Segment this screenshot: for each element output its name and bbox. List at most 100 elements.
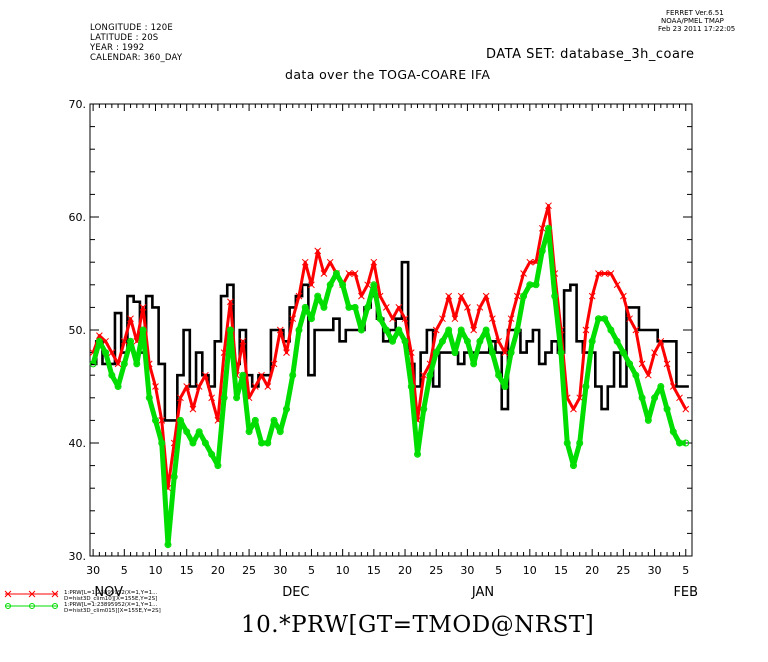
series-red-point [395, 304, 403, 311]
x-tick-label: 30 [86, 564, 100, 577]
series-green-point [152, 416, 160, 424]
series-red-point [289, 315, 297, 323]
series-red-point [276, 326, 284, 334]
series-green-point [189, 439, 197, 447]
series-green-point [295, 326, 303, 334]
legend-green-marker [29, 603, 35, 609]
series-red-point [295, 292, 303, 300]
series-red-point [620, 292, 627, 300]
series-green-point [482, 326, 490, 334]
series-red-point [326, 258, 334, 266]
series-red-point [127, 315, 134, 323]
dataset-label: DATA SET: database_3h_coare [486, 47, 695, 62]
series-green-point [401, 337, 409, 345]
series-green-point [513, 326, 521, 334]
series-green-point [164, 541, 172, 549]
latitude-label: LATITUDE : 20S [90, 33, 159, 43]
series-red-point [576, 394, 584, 402]
x-tick-label: 15 [367, 564, 381, 577]
series-green-line [90, 225, 686, 548]
series-red-point [520, 270, 527, 277]
series-green-point [233, 394, 241, 402]
series-green-point [532, 281, 540, 289]
month-label: FEB [673, 585, 698, 600]
series-green-point [220, 394, 228, 402]
series-green-point [114, 383, 122, 390]
series-green-point [226, 326, 234, 334]
series-green-point [569, 462, 577, 470]
series-green-point [320, 303, 328, 311]
series-green-point [463, 337, 471, 345]
series-green-point [420, 405, 428, 413]
series-green-point [364, 303, 372, 311]
legend-green-text-1: 1:PRW[L=1:23895952(X=1,Y=1... [64, 602, 158, 608]
series-red-point [389, 315, 396, 323]
series-red-point [613, 281, 621, 289]
series-green-point [301, 303, 309, 311]
series-red-point [202, 371, 209, 379]
legend-green-marker [52, 603, 58, 609]
series-green-point [239, 371, 247, 379]
series-green-point [582, 383, 590, 390]
series-green-point [389, 337, 397, 345]
series-green-point [307, 315, 315, 323]
series-red-point [513, 292, 521, 300]
series-green-point [208, 450, 216, 458]
series-green-point [89, 360, 97, 368]
series-green-point [270, 416, 278, 424]
series-green-point [644, 416, 652, 424]
series-green-point [264, 439, 272, 447]
y-tick-label: 40. [69, 437, 87, 450]
legend-green-text-2: D=hist3D_clim015][X=155E,Y=2S] [64, 608, 161, 614]
series-green-point [557, 349, 565, 357]
series-red-point [351, 270, 359, 277]
series-red-point [638, 360, 646, 368]
longitude-label: LONGITUDE : 120E [90, 23, 173, 33]
series-red-point [432, 326, 440, 334]
x-tick-label: 10 [149, 564, 163, 577]
series-green-point [470, 360, 478, 368]
x-tick-label: 15 [554, 564, 568, 577]
x-tick-label: 10 [523, 564, 537, 577]
plot-expression-title: 10.*PRW[GT=TMOD@NRST] [241, 612, 595, 638]
series-green-point [133, 360, 141, 368]
series-red-point [663, 360, 671, 368]
series-red-point [482, 292, 490, 300]
y-tick-label: 50. [69, 324, 87, 337]
series-green-point [351, 303, 359, 311]
series-red-point [227, 298, 234, 306]
y-tick-label: 30. [69, 550, 87, 563]
series-red-point [632, 326, 640, 334]
series-red-point [370, 258, 378, 266]
series-green-point [551, 292, 559, 300]
series-red-point [358, 292, 365, 300]
series-green-point [382, 326, 390, 334]
series-green-point [245, 428, 253, 436]
series-green-point [626, 360, 634, 368]
series-red-point [545, 202, 552, 210]
series-green-point [563, 439, 571, 447]
calendar-label: CALENDAR: 360_DAY [90, 53, 183, 63]
month-label: NOV [94, 585, 123, 600]
series-red-point [345, 270, 353, 277]
series-red-point [588, 292, 596, 300]
x-tick-label: 20 [585, 564, 599, 577]
series-green-point [619, 349, 627, 357]
series-red-point [401, 315, 409, 323]
series-red-point [470, 326, 478, 334]
series-green-point [127, 337, 135, 345]
series-green-point [339, 281, 347, 289]
series-green-point [376, 315, 384, 323]
series-red-point [657, 337, 665, 345]
series-green-point [488, 349, 496, 357]
series-green-point [102, 349, 110, 357]
series-red-point [258, 371, 265, 379]
series-green-point [370, 281, 378, 289]
x-tick-label: 25 [242, 564, 256, 577]
series-green-point [214, 462, 222, 470]
series-green-point [501, 383, 509, 390]
series-red-point [382, 304, 390, 311]
legend-entry-red: 1:PRW[L=1:23895952(X=1,Y=1... D=hist3D_c… [64, 590, 157, 602]
x-tick-label: 10 [336, 564, 350, 577]
